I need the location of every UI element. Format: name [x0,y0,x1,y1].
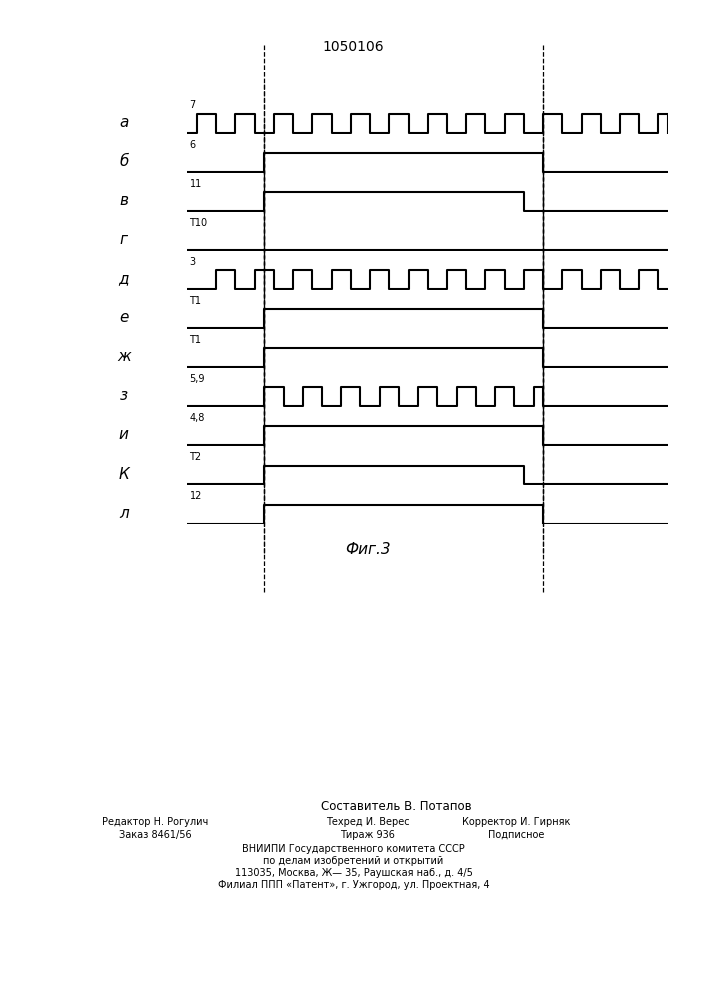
Text: 12: 12 [189,491,202,501]
Text: 4,8: 4,8 [189,413,205,423]
Text: д: д [119,271,129,286]
Text: 6: 6 [189,140,196,150]
Text: T10: T10 [189,218,208,228]
Text: з: з [119,388,128,403]
Text: 3: 3 [189,257,196,267]
Text: Корректор И. Гирняк: Корректор И. Гирняк [462,817,571,827]
Text: T2: T2 [189,452,201,462]
Text: Филиал ППП «Патент», г. Ужгород, ул. Проектная, 4: Филиал ППП «Патент», г. Ужгород, ул. Про… [218,880,489,890]
Text: 7: 7 [189,100,196,110]
Text: К: К [118,467,129,482]
Text: ж: ж [117,349,131,364]
Text: Тираж 936: Тираж 936 [340,830,395,840]
Text: Подписное: Подписное [488,830,544,840]
Text: Составитель В. Потапов: Составитель В. Потапов [320,800,472,813]
Text: 1050106: 1050106 [322,40,385,54]
Text: Редактор Н. Рогулич: Редактор Н. Рогулич [103,817,209,827]
Text: 5,9: 5,9 [189,374,205,384]
Text: в: в [119,193,128,208]
Text: и: и [119,427,129,442]
Text: ВНИИПИ Государственного комитета СССР: ВНИИПИ Государственного комитета СССР [242,844,465,854]
Text: по делам изобретений и открытий: по делам изобретений и открытий [264,856,443,866]
Text: T1: T1 [189,335,201,345]
Text: Фиг.3: Фиг.3 [345,542,390,557]
Text: 11: 11 [189,179,201,189]
Text: 113035, Москва, Ж— 35, Раушская наб., д. 4/5: 113035, Москва, Ж— 35, Раушская наб., д.… [235,868,472,878]
Text: Заказ 8461/56: Заказ 8461/56 [119,830,192,840]
Text: б: б [119,154,129,169]
Text: е: е [119,310,129,325]
Text: г: г [119,232,128,247]
Text: Техред И. Верес: Техред И. Верес [326,817,409,827]
Text: а: а [119,115,129,130]
Text: л: л [119,506,129,521]
Text: T1: T1 [189,296,201,306]
